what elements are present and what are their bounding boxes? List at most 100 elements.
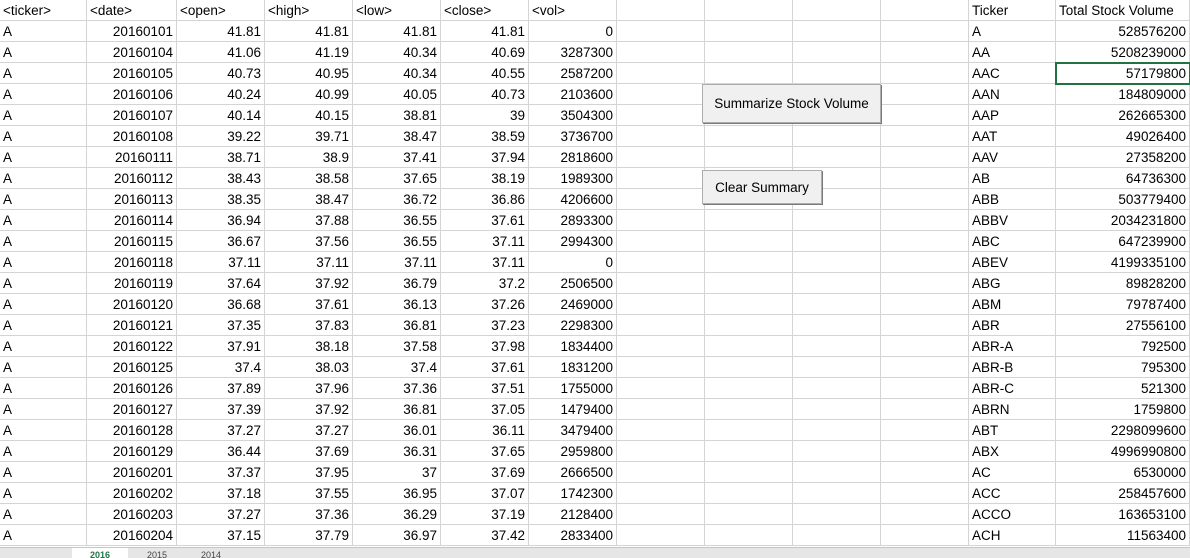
empty-cell[interactable] xyxy=(793,168,881,189)
cell-open[interactable]: 37.39 xyxy=(177,399,265,420)
empty-cell[interactable] xyxy=(705,0,793,21)
clear-summary-button[interactable]: Clear Summary xyxy=(702,170,822,204)
empty-cell[interactable] xyxy=(881,231,969,252)
empty-cell[interactable] xyxy=(881,336,969,357)
cell-high[interactable]: 37.61 xyxy=(265,294,353,315)
empty-cell[interactable] xyxy=(881,63,969,84)
empty-cell[interactable] xyxy=(705,504,793,525)
empty-cell[interactable] xyxy=(705,21,793,42)
cell-date[interactable]: 20160108 xyxy=(87,126,177,147)
cell-low[interactable]: 38.47 xyxy=(353,126,441,147)
sheet-tab-2014[interactable]: 2014 xyxy=(200,550,222,558)
cell-open[interactable]: 37.11 xyxy=(177,252,265,273)
cell-open[interactable]: 36.94 xyxy=(177,210,265,231)
empty-cell[interactable] xyxy=(793,336,881,357)
empty-cell[interactable] xyxy=(705,399,793,420)
cell-close[interactable]: 37.51 xyxy=(441,378,529,399)
summary-cell-ticker[interactable]: AB xyxy=(969,168,1056,189)
empty-cell[interactable] xyxy=(705,462,793,483)
cell-close[interactable]: 36.11 xyxy=(441,420,529,441)
cell-low[interactable]: 36.55 xyxy=(353,210,441,231)
cell-low[interactable]: 36.55 xyxy=(353,231,441,252)
cell-high[interactable]: 38.03 xyxy=(265,357,353,378)
cell-close[interactable]: 37.19 xyxy=(441,504,529,525)
cell-date[interactable]: 20160203 xyxy=(87,504,177,525)
column-header-date[interactable]: <date> xyxy=(87,0,177,21)
summary-cell-ticker[interactable]: ABR-C xyxy=(969,378,1056,399)
summary-cell-total-volume[interactable]: 258457600 xyxy=(1056,483,1190,504)
cell-open[interactable]: 37.15 xyxy=(177,525,265,546)
summary-cell-total-volume[interactable]: 27556100 xyxy=(1056,315,1190,336)
cell-vol[interactable]: 1989300 xyxy=(529,168,617,189)
cell-high[interactable]: 40.99 xyxy=(265,84,353,105)
empty-cell[interactable] xyxy=(617,63,705,84)
summary-cell-ticker[interactable]: AAN xyxy=(969,84,1056,105)
cell-vol[interactable]: 2103600 xyxy=(529,84,617,105)
cell-vol[interactable]: 3736700 xyxy=(529,126,617,147)
cell-high[interactable]: 38.9 xyxy=(265,147,353,168)
cell-ticker[interactable]: A xyxy=(0,399,87,420)
summary-cell-ticker[interactable]: ABEV xyxy=(969,252,1056,273)
cell-open[interactable]: 39.22 xyxy=(177,126,265,147)
empty-cell[interactable] xyxy=(793,147,881,168)
empty-cell[interactable] xyxy=(793,378,881,399)
cell-close[interactable]: 37.11 xyxy=(441,231,529,252)
summary-cell-total-volume[interactable]: 4199335100 xyxy=(1056,252,1190,273)
cell-low[interactable]: 38.81 xyxy=(353,105,441,126)
empty-cell[interactable] xyxy=(793,210,881,231)
empty-cell[interactable] xyxy=(617,231,705,252)
sheet-tab-2015[interactable]: 2015 xyxy=(146,550,168,558)
empty-cell[interactable] xyxy=(881,189,969,210)
empty-cell[interactable] xyxy=(705,294,793,315)
column-header-ticker[interactable]: <ticker> xyxy=(0,0,87,21)
empty-cell[interactable] xyxy=(617,84,705,105)
summary-cell-total-volume[interactable]: 79787400 xyxy=(1056,294,1190,315)
cell-date[interactable]: 20160104 xyxy=(87,42,177,63)
empty-cell[interactable] xyxy=(617,399,705,420)
summary-cell-ticker[interactable]: ABRN xyxy=(969,399,1056,420)
cell-ticker[interactable]: A xyxy=(0,525,87,546)
cell-high[interactable]: 37.88 xyxy=(265,210,353,231)
cell-ticker[interactable]: A xyxy=(0,105,87,126)
cell-low[interactable]: 36.79 xyxy=(353,273,441,294)
empty-cell[interactable] xyxy=(793,189,881,210)
empty-cell[interactable] xyxy=(617,378,705,399)
column-header-high[interactable]: <high> xyxy=(265,0,353,21)
summary-cell-total-volume[interactable]: 89828200 xyxy=(1056,273,1190,294)
cell-high[interactable]: 37.95 xyxy=(265,462,353,483)
summary-cell-total-volume[interactable]: 528576200 xyxy=(1056,21,1190,42)
cell-vol[interactable]: 3479400 xyxy=(529,420,617,441)
summary-cell-total-volume[interactable]: 11563400 xyxy=(1056,525,1190,546)
cell-close[interactable]: 36.86 xyxy=(441,189,529,210)
cell-open[interactable]: 40.24 xyxy=(177,84,265,105)
cell-ticker[interactable]: A xyxy=(0,420,87,441)
cell-open[interactable]: 37.27 xyxy=(177,420,265,441)
summary-header-total-volume[interactable]: Total Stock Volume xyxy=(1056,0,1190,21)
empty-cell[interactable] xyxy=(793,231,881,252)
summary-cell-ticker[interactable]: ACC xyxy=(969,483,1056,504)
cell-low[interactable]: 37.4 xyxy=(353,357,441,378)
empty-cell[interactable] xyxy=(617,147,705,168)
summary-cell-ticker[interactable]: ABT xyxy=(969,420,1056,441)
cell-vol[interactable]: 0 xyxy=(529,252,617,273)
cell-close[interactable]: 37.61 xyxy=(441,210,529,231)
cell-low[interactable]: 40.05 xyxy=(353,84,441,105)
empty-cell[interactable] xyxy=(705,315,793,336)
empty-cell[interactable] xyxy=(617,462,705,483)
empty-cell[interactable] xyxy=(617,252,705,273)
empty-cell[interactable] xyxy=(617,21,705,42)
empty-cell[interactable] xyxy=(705,42,793,63)
cell-date[interactable]: 20160201 xyxy=(87,462,177,483)
cell-close[interactable]: 37.11 xyxy=(441,252,529,273)
cell-open[interactable]: 37.35 xyxy=(177,315,265,336)
cell-vol[interactable]: 2893300 xyxy=(529,210,617,231)
empty-cell[interactable] xyxy=(705,231,793,252)
cell-low[interactable]: 40.34 xyxy=(353,63,441,84)
summary-cell-ticker[interactable]: ABG xyxy=(969,273,1056,294)
cell-ticker[interactable]: A xyxy=(0,483,87,504)
column-header-open[interactable]: <open> xyxy=(177,0,265,21)
empty-cell[interactable] xyxy=(881,168,969,189)
cell-open[interactable]: 37.89 xyxy=(177,378,265,399)
empty-cell[interactable] xyxy=(881,294,969,315)
